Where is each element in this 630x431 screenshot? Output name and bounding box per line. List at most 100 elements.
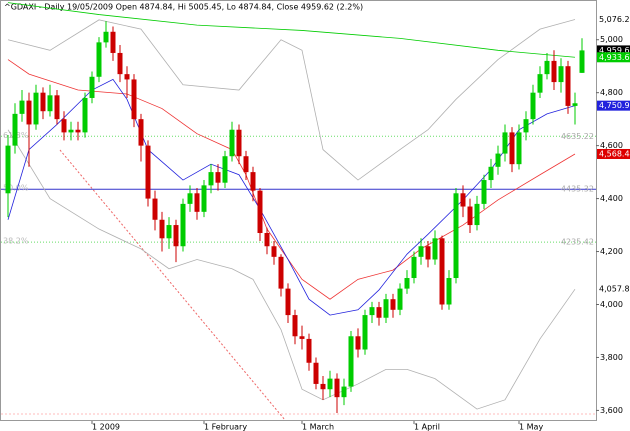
level-label: 4635.22 xyxy=(561,132,594,141)
price-label: 4,057.81 xyxy=(599,285,630,294)
candle-body xyxy=(173,225,179,247)
y-tick-label: 3,800 xyxy=(600,353,623,362)
candle-body xyxy=(551,60,557,83)
candle-body xyxy=(488,166,494,181)
candle-body xyxy=(341,386,347,398)
candle-body xyxy=(180,203,186,247)
candle-body xyxy=(327,378,333,390)
candle-body xyxy=(26,100,32,125)
candle-body xyxy=(537,74,543,93)
x-tick-label: 1 May xyxy=(519,423,543,431)
candle-body xyxy=(404,278,410,289)
candle-body xyxy=(264,233,270,247)
candle-body xyxy=(306,338,312,363)
candle-body xyxy=(376,307,382,318)
chart-title: ^GDAXI - Daily 19/05/2009 Open 4874.84, … xyxy=(4,3,363,12)
candle-body xyxy=(47,95,53,112)
price-label: 5,076.26 xyxy=(599,15,630,24)
candle-body xyxy=(110,31,116,53)
level-tag: 50.0% xyxy=(3,184,29,193)
candle-body xyxy=(201,185,207,212)
x-tick-label: 1 2009 xyxy=(92,423,120,431)
overlay-line xyxy=(7,2,576,58)
price-label: 4,959.62 xyxy=(599,46,630,55)
price-label-box xyxy=(597,45,630,56)
candle-body xyxy=(509,132,515,165)
candle-body xyxy=(61,119,67,133)
candle-body xyxy=(208,172,214,186)
candle-body xyxy=(369,307,375,316)
candle-body xyxy=(516,132,522,165)
candle-body xyxy=(467,206,473,226)
candle-body xyxy=(131,79,137,120)
price-label-box xyxy=(597,100,630,111)
candle-body xyxy=(579,50,585,73)
candle-body xyxy=(117,52,123,75)
candle-body xyxy=(383,299,389,318)
candle-body xyxy=(320,383,326,390)
candle-body xyxy=(159,219,165,239)
candle-body xyxy=(572,103,578,106)
candle-body xyxy=(33,92,39,125)
candle-body xyxy=(229,129,235,157)
candle-body xyxy=(152,198,158,220)
candle-body xyxy=(453,193,459,279)
price-label: 4,568.44 xyxy=(599,149,630,158)
candle-body xyxy=(89,76,95,98)
candle-body xyxy=(397,288,403,310)
candle-body xyxy=(138,119,144,146)
candle-body xyxy=(19,100,25,114)
candle-body xyxy=(68,129,74,133)
candle-body xyxy=(82,97,88,133)
candle-body xyxy=(432,238,438,260)
candle-body xyxy=(439,238,445,305)
candle-body xyxy=(446,278,452,305)
price-label: 4,933.65 xyxy=(599,53,630,62)
candle-body xyxy=(502,132,508,154)
candle-body xyxy=(355,336,361,350)
price-label: 4,750.95 xyxy=(599,101,630,110)
x-tick-label: 1 February xyxy=(204,423,247,431)
y-tick-label: 5,000 xyxy=(600,35,623,44)
overlay-line xyxy=(7,19,576,181)
candle-body xyxy=(544,60,550,75)
candle-body xyxy=(411,256,417,279)
candle-body xyxy=(75,129,81,133)
level-label: 4435.32 xyxy=(561,185,594,194)
candle-body xyxy=(278,256,284,289)
y-tick-label: 4,400 xyxy=(600,194,623,203)
candle-body xyxy=(12,113,18,146)
plot-frame xyxy=(0,0,597,421)
candle-body xyxy=(299,336,305,339)
candle-body xyxy=(558,66,564,83)
candle-body xyxy=(236,129,242,157)
candle-body xyxy=(271,246,277,257)
candle-body xyxy=(474,203,480,226)
candle-body xyxy=(194,193,200,212)
candle-body xyxy=(5,145,11,194)
price-label-box xyxy=(597,148,630,159)
candle-body xyxy=(390,299,396,310)
y-tick-label: 4,000 xyxy=(600,300,623,309)
candle-body xyxy=(166,225,172,239)
trend-line xyxy=(59,149,286,421)
overlay-line xyxy=(7,78,576,316)
y-tick-label: 3,600 xyxy=(600,406,623,415)
candle-body xyxy=(460,193,466,207)
candle-body xyxy=(124,74,130,80)
candle-body xyxy=(187,193,193,204)
x-tick-label: 1 March xyxy=(302,423,334,431)
candle-body xyxy=(285,288,291,316)
y-tick-label: 4,200 xyxy=(600,247,623,256)
y-tick-label: 4,600 xyxy=(600,141,623,150)
candle-body xyxy=(425,246,431,260)
candle-body xyxy=(222,156,228,183)
y-tick-label: 4,800 xyxy=(600,88,623,97)
candle-body xyxy=(348,336,354,387)
candle-body xyxy=(334,378,340,398)
candle-body xyxy=(530,92,536,120)
candle-body xyxy=(243,156,249,173)
candle-body xyxy=(145,145,151,199)
candle-body xyxy=(96,42,102,77)
